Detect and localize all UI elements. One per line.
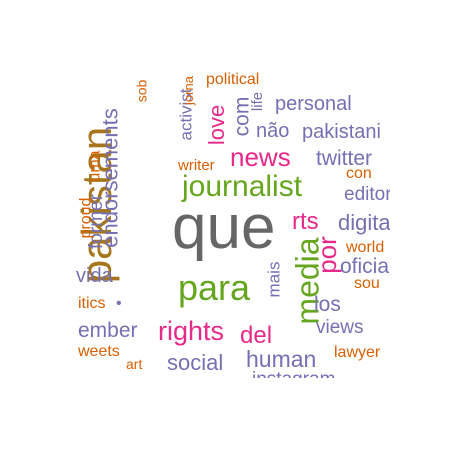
- word-pakistani: pakistani: [302, 121, 381, 143]
- word-journalist: journalist: [182, 170, 303, 203]
- word-twitter: twitter: [316, 147, 373, 170]
- word-digital: digital: [338, 210, 390, 235]
- word-instagram: instagram: [252, 370, 335, 378]
- word-vida: vida: [76, 265, 113, 287]
- word-que: que: [172, 193, 276, 262]
- word-world: world: [346, 239, 385, 256]
- word-sob: sob: [133, 79, 150, 103]
- word-con: con: [346, 165, 372, 182]
- word-para: para: [178, 267, 251, 308]
- word-political: political: [206, 72, 260, 88]
- word-del: del: [240, 322, 273, 349]
- word-lawyer: lawyer: [334, 344, 381, 361]
- word-life: life: [249, 91, 267, 112]
- word-ember: ember: [78, 319, 138, 342]
- word-editor: editor: [344, 184, 390, 205]
- word-social: social: [167, 350, 224, 375]
- word-rts: rts: [292, 208, 319, 235]
- word-itics: itics: [78, 295, 106, 312]
- word-views: views: [316, 317, 364, 338]
- word-weets: weets: [78, 343, 120, 360]
- word-art: art: [126, 356, 143, 372]
- word-cloud-area: que pakistan journalist para media right…: [70, 72, 390, 378]
- word-mais: mais: [264, 261, 284, 298]
- word-por: por: [311, 236, 342, 274]
- word-nao: não: [256, 120, 290, 142]
- word-uma: uma: [86, 150, 104, 182]
- word-news: news: [230, 142, 291, 172]
- word-los: los: [314, 293, 341, 316]
- word-sou: sou: [354, 275, 380, 292]
- word-oficial: oficial: [340, 255, 390, 278]
- word-love: love: [204, 104, 230, 146]
- word-rights: rights: [158, 316, 225, 346]
- word-proud: proud: [77, 197, 95, 239]
- word-personal: personal: [275, 93, 352, 115]
- word-bullet: •: [116, 295, 122, 312]
- word-writer: writer: [178, 157, 215, 174]
- word-jorna: jorna: [180, 76, 196, 105]
- word-human: human: [246, 346, 317, 372]
